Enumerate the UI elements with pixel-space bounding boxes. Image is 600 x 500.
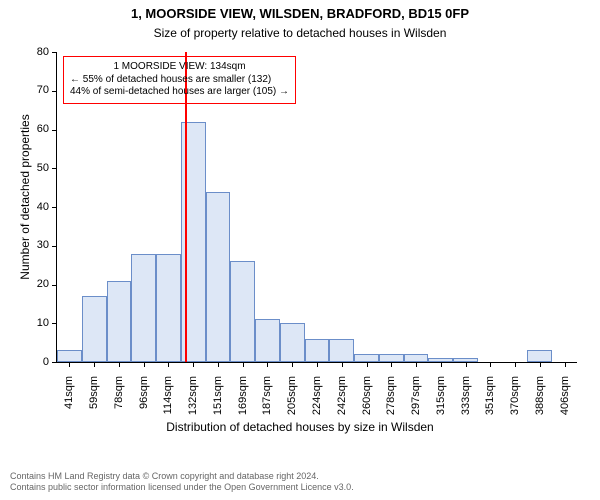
histogram-bar [156, 254, 181, 363]
x-tick-label: 132sqm [187, 376, 199, 426]
histogram-bar [230, 261, 255, 362]
x-tick-label: 406sqm [559, 376, 571, 426]
y-tick-label: 70 [23, 84, 49, 96]
x-tick [565, 362, 566, 367]
x-tick [441, 362, 442, 367]
chart-title: 1, MOORSIDE VIEW, WILSDEN, BRADFORD, BD1… [0, 6, 600, 21]
y-tick [52, 168, 57, 169]
y-tick-label: 80 [23, 46, 49, 58]
x-tick-label: 114sqm [162, 376, 174, 426]
x-tick-label: 187sqm [261, 376, 273, 426]
y-tick [52, 362, 57, 363]
x-tick [218, 362, 219, 367]
x-axis-label: Distribution of detached houses by size … [0, 420, 600, 434]
x-tick [466, 362, 467, 367]
histogram-bar [107, 281, 132, 362]
plot-area: 0102030405060708041sqm59sqm78sqm96sqm114… [56, 52, 577, 363]
histogram-bar [57, 350, 82, 362]
histogram-bar [527, 350, 552, 362]
x-tick [391, 362, 392, 367]
y-tick-label: 20 [23, 278, 49, 290]
annotation-line: 1 MOORSIDE VIEW: 134sqm [70, 61, 289, 74]
x-tick [119, 362, 120, 367]
x-tick-label: 297sqm [410, 376, 422, 426]
x-tick [490, 362, 491, 367]
annotation-line: ← 55% of detached houses are smaller (13… [70, 74, 289, 87]
x-tick-label: 205sqm [286, 376, 298, 426]
histogram-bar [428, 358, 453, 362]
x-tick-label: 260sqm [361, 376, 373, 426]
histogram-bar [379, 354, 404, 362]
x-tick-label: 333sqm [460, 376, 472, 426]
annotation-line: 44% of semi-detached houses are larger (… [70, 86, 289, 99]
histogram-bar [453, 358, 478, 362]
histogram-bar [329, 339, 354, 362]
y-tick [52, 246, 57, 247]
x-tick-label: 278sqm [385, 376, 397, 426]
histogram-bar [280, 323, 305, 362]
y-tick [52, 52, 57, 53]
x-tick-label: 315sqm [435, 376, 447, 426]
y-tick-label: 0 [23, 356, 49, 368]
x-tick-label: 169sqm [237, 376, 249, 426]
histogram-bar [206, 192, 231, 363]
x-tick [416, 362, 417, 367]
y-tick-label: 40 [23, 201, 49, 213]
chart-subtitle: Size of property relative to detached ho… [0, 26, 600, 40]
x-tick [540, 362, 541, 367]
histogram-bar [404, 354, 429, 362]
x-tick [94, 362, 95, 367]
footer-line2: Contains public sector information licen… [10, 482, 354, 494]
histogram-bar [255, 319, 280, 362]
x-tick [515, 362, 516, 367]
y-tick-label: 60 [23, 123, 49, 135]
x-tick-label: 151sqm [212, 376, 224, 426]
y-tick-label: 50 [23, 162, 49, 174]
x-tick [69, 362, 70, 367]
x-tick-label: 388sqm [534, 376, 546, 426]
x-tick-label: 370sqm [509, 376, 521, 426]
x-tick [144, 362, 145, 367]
x-tick-label: 242sqm [336, 376, 348, 426]
y-tick [52, 130, 57, 131]
x-tick [342, 362, 343, 367]
histogram-bar [82, 296, 107, 362]
x-tick-label: 224sqm [311, 376, 323, 426]
footer-line1: Contains HM Land Registry data © Crown c… [10, 471, 354, 483]
x-tick-label: 59sqm [88, 376, 100, 426]
x-tick [317, 362, 318, 367]
y-tick [52, 207, 57, 208]
x-tick [168, 362, 169, 367]
x-tick [243, 362, 244, 367]
x-tick-label: 96sqm [138, 376, 150, 426]
x-tick [367, 362, 368, 367]
y-tick-label: 30 [23, 239, 49, 251]
y-tick [52, 285, 57, 286]
y-tick [52, 91, 57, 92]
x-tick-label: 78sqm [113, 376, 125, 426]
x-tick [292, 362, 293, 367]
x-tick [267, 362, 268, 367]
y-axis-label: Number of detached properties [18, 87, 32, 307]
footer-note: Contains HM Land Registry data © Crown c… [10, 471, 354, 494]
annotation-box: 1 MOORSIDE VIEW: 134sqm← 55% of detached… [63, 56, 296, 104]
histogram-bar [305, 339, 330, 362]
y-tick-label: 10 [23, 317, 49, 329]
x-tick-label: 41sqm [63, 376, 75, 426]
x-tick [193, 362, 194, 367]
x-tick-label: 351sqm [484, 376, 496, 426]
histogram-bar [131, 254, 156, 363]
histogram-bar [354, 354, 379, 362]
chart-container: 1, MOORSIDE VIEW, WILSDEN, BRADFORD, BD1… [0, 0, 600, 500]
y-tick [52, 323, 57, 324]
